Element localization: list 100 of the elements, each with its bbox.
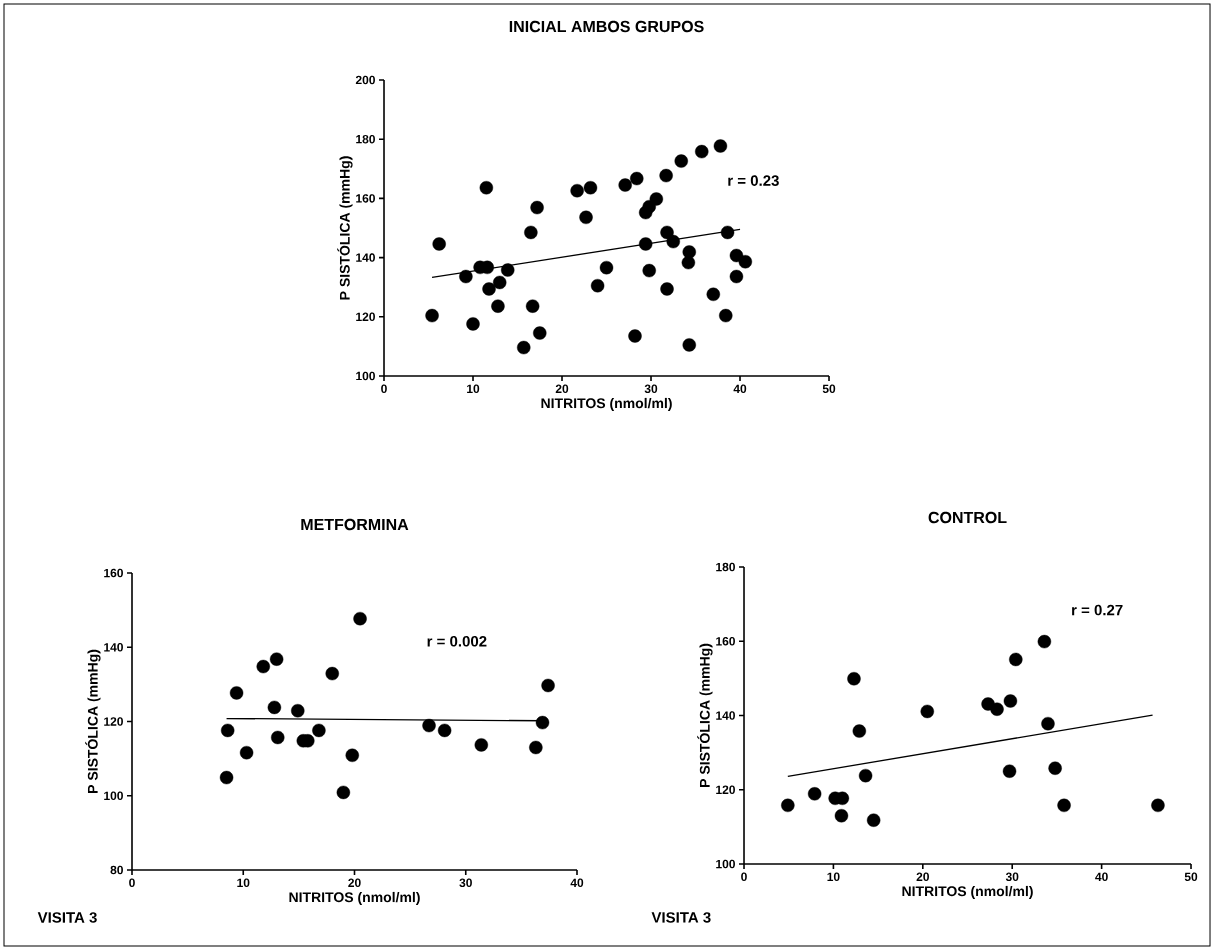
y-tick-label: 120 — [716, 785, 735, 794]
x-tick-label: 40 — [570, 878, 584, 888]
point — [599, 260, 614, 275]
y-tick-label: 100 — [716, 859, 735, 869]
point — [1048, 761, 1062, 775]
point — [437, 723, 452, 738]
x-tick-label: 30 — [459, 878, 472, 888]
x-tick-label: 20 — [916, 872, 929, 882]
x-axis-title: NITRITOS (nmol/ml) — [902, 885, 1033, 899]
x-tick-label: 0 — [741, 872, 747, 882]
point — [642, 263, 656, 278]
point — [466, 317, 480, 331]
point — [474, 738, 489, 752]
point — [738, 255, 753, 269]
annotation: r = 0.27 — [1072, 604, 1123, 616]
point — [533, 326, 547, 340]
chart-title: INICIAL AMBOS GRUPOS — [509, 20, 704, 33]
point — [1003, 694, 1018, 708]
point — [493, 275, 507, 290]
y-tick-label: 200 — [355, 75, 375, 85]
point — [256, 659, 270, 674]
x-tick-label: 0 — [129, 878, 135, 888]
point — [530, 200, 544, 215]
point — [267, 700, 282, 715]
point — [630, 171, 644, 186]
point — [570, 184, 584, 198]
point — [681, 255, 696, 270]
y-tick-label: 180 — [716, 562, 735, 572]
y-tick-label: 120 — [356, 312, 375, 322]
x-tick-label: 10 — [827, 872, 840, 882]
point — [271, 730, 285, 745]
point — [990, 702, 1004, 716]
point — [1057, 798, 1071, 813]
y-axis-title: P SISTÓLICA (mmHg) — [85, 649, 101, 793]
x-tick-label: 50 — [1184, 872, 1198, 882]
point — [524, 225, 538, 240]
point — [628, 329, 642, 343]
point — [312, 723, 326, 738]
point — [239, 745, 254, 760]
y-tick-label: 160 — [356, 194, 375, 203]
point — [425, 308, 439, 323]
point — [336, 785, 351, 800]
point — [517, 340, 531, 355]
y-tick-label: 140 — [104, 643, 123, 652]
point — [459, 269, 473, 284]
x-tick-label: 10 — [467, 384, 480, 394]
y-tick-label: 80 — [110, 865, 123, 875]
chart-title: CONTROL — [928, 511, 1007, 524]
point — [482, 282, 496, 296]
x-tick-label: 30 — [1005, 872, 1019, 882]
point — [695, 144, 709, 159]
point — [229, 686, 244, 700]
point — [353, 611, 367, 626]
point — [291, 704, 305, 718]
x-axis-title: NITRITOS (nmol/ml) — [541, 397, 672, 411]
point — [422, 718, 436, 733]
point — [432, 237, 446, 251]
point — [674, 154, 688, 168]
point — [719, 308, 733, 323]
x-tick-label: 0 — [381, 384, 387, 394]
text: VISITA 3 — [37, 912, 97, 923]
point — [649, 192, 664, 206]
x-tick-label: 50 — [822, 384, 836, 394]
y-axis-title: P SISTÓLICA (mmHg) — [337, 156, 353, 300]
x-tick-label: 10 — [237, 878, 250, 888]
y-tick-label: 160 — [716, 637, 735, 646]
y-tick-label: 140 — [356, 253, 375, 262]
y-tick-label: 160 — [104, 568, 123, 578]
point — [1037, 634, 1052, 649]
annotation: r = 0.002 — [427, 635, 487, 647]
point — [852, 724, 867, 738]
point — [659, 168, 673, 183]
point — [501, 263, 515, 277]
point — [529, 740, 543, 755]
annotation: r = 0.23 — [728, 175, 779, 186]
x-tick-label: 40 — [1095, 872, 1108, 882]
point — [535, 715, 550, 730]
point — [834, 809, 849, 823]
x-tick-label: 20 — [348, 878, 361, 888]
x-axis-title: NITRITOS (nmol/ml) — [289, 891, 420, 905]
point — [325, 666, 339, 681]
point — [219, 770, 234, 785]
point — [583, 181, 598, 195]
y-tick-label: 100 — [356, 371, 375, 381]
point — [866, 813, 881, 827]
point — [525, 299, 540, 313]
point — [1009, 652, 1023, 667]
point — [847, 672, 861, 686]
y-tick-label: 120 — [104, 717, 123, 726]
point — [491, 299, 505, 313]
point — [729, 269, 744, 284]
point — [479, 181, 494, 195]
point — [1151, 798, 1165, 813]
chart-title: METFORMINA — [301, 518, 409, 531]
point — [541, 678, 555, 693]
point — [590, 279, 605, 293]
point — [666, 234, 680, 249]
point — [345, 748, 359, 762]
point — [781, 798, 795, 813]
point — [920, 704, 934, 719]
